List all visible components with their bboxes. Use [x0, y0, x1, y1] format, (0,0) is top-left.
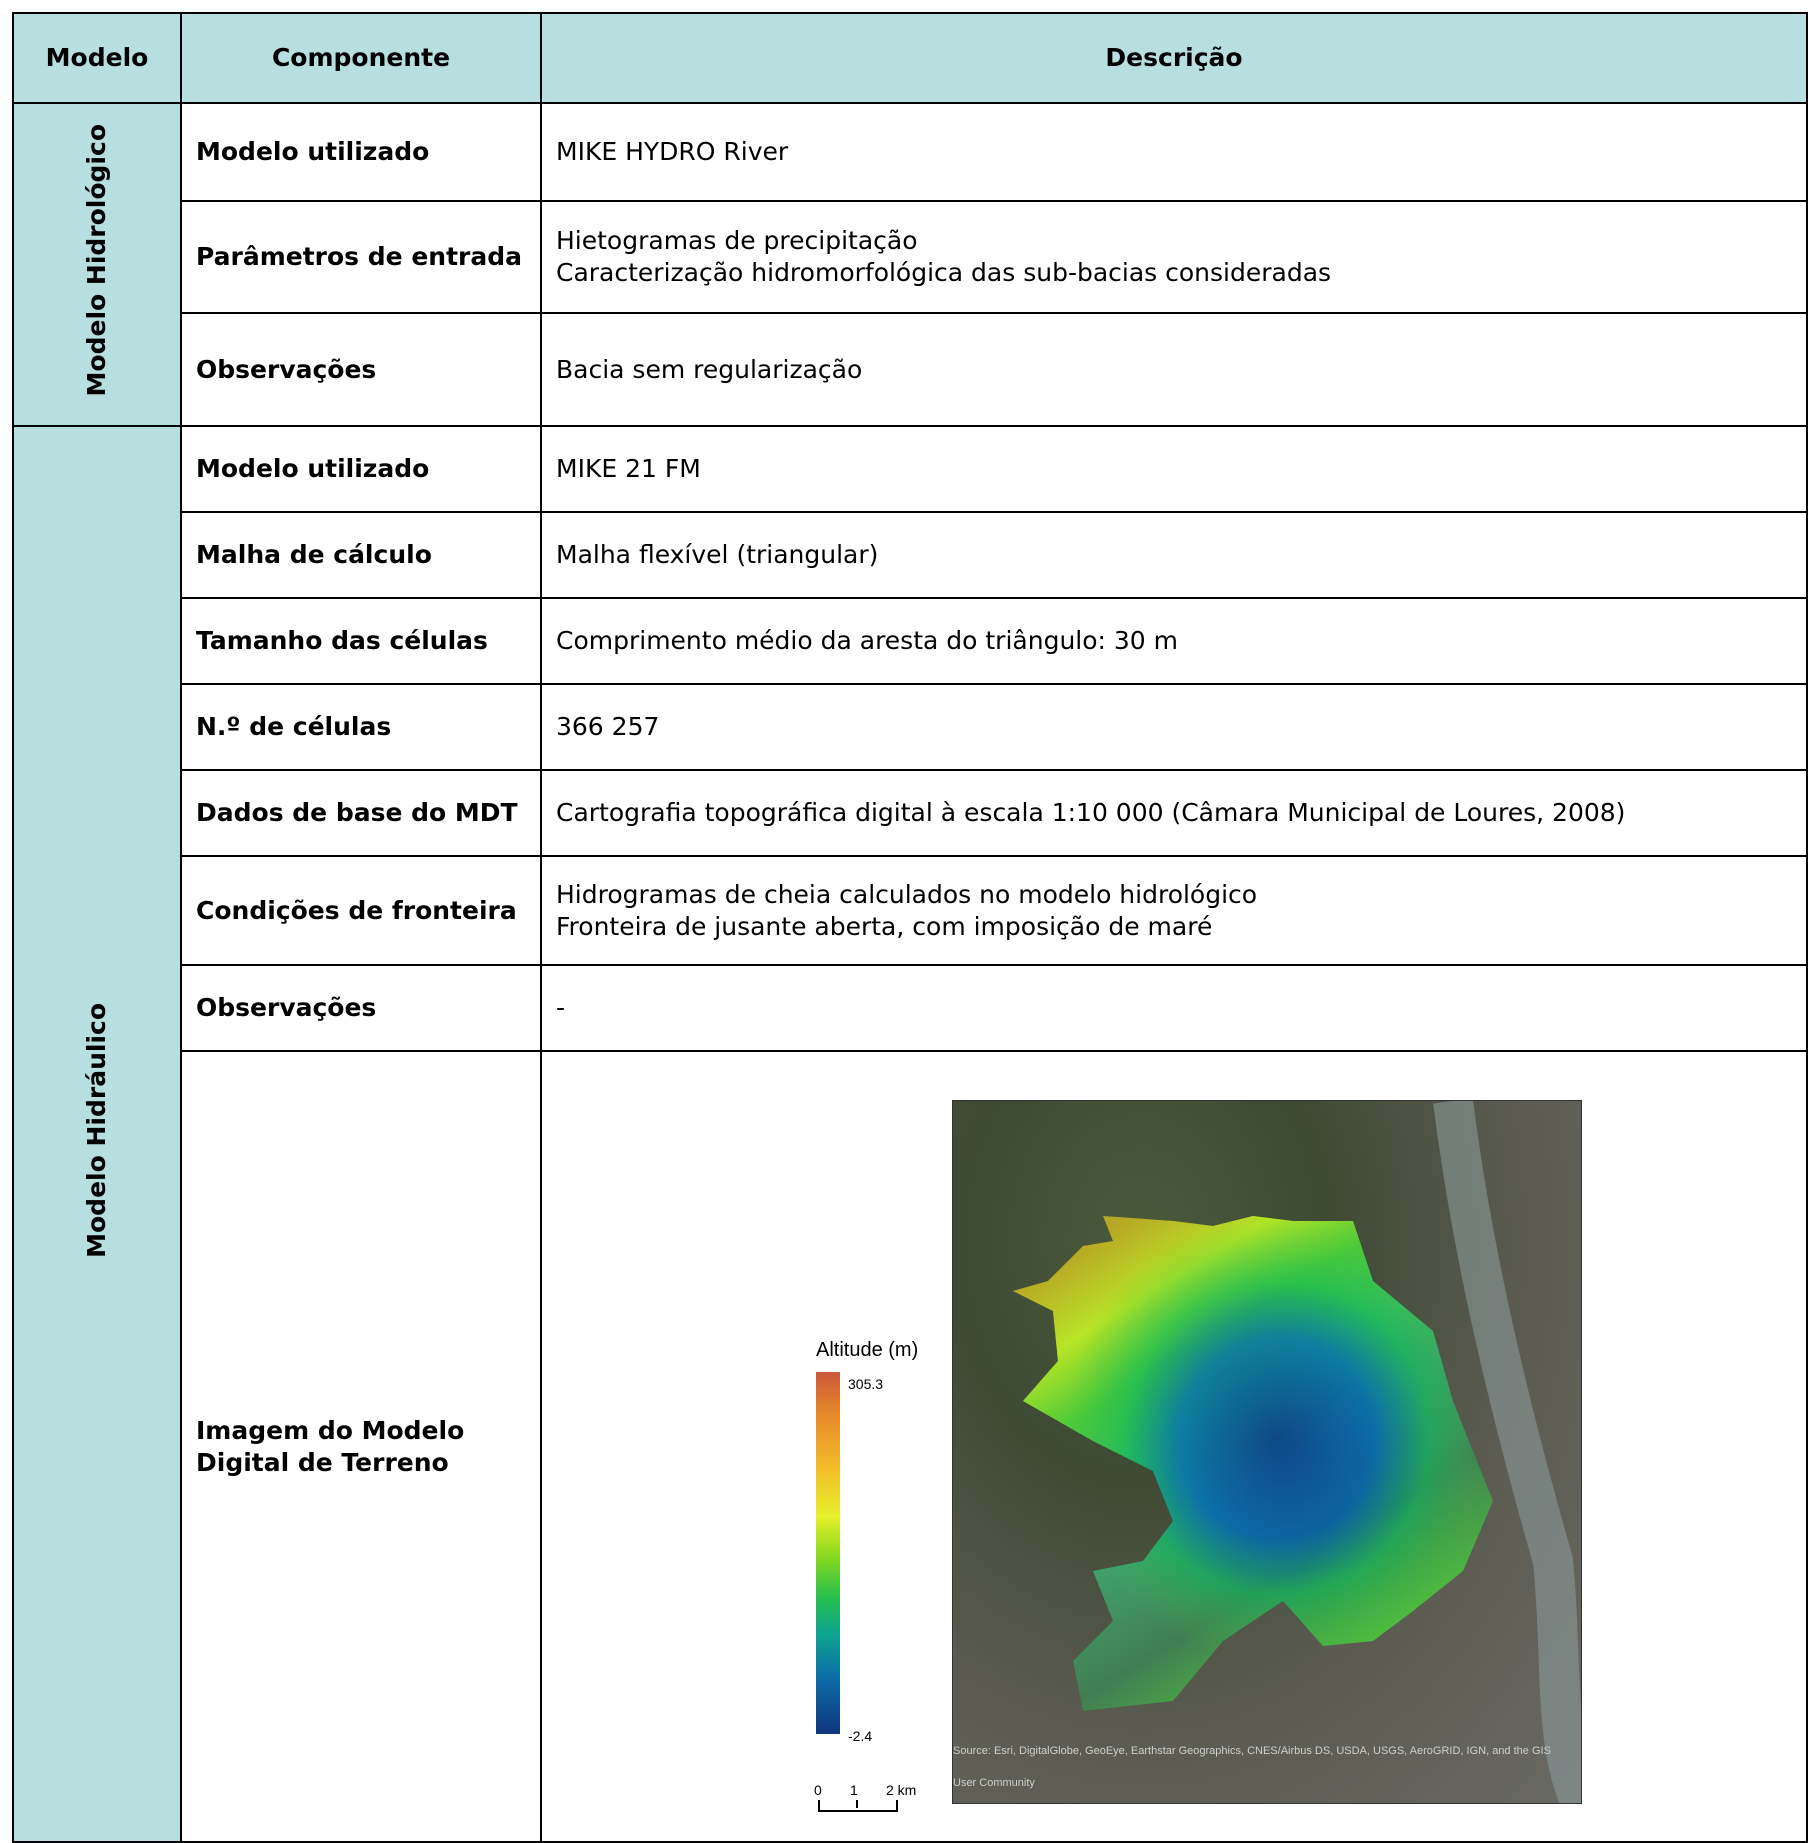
map-attribution: Source: Esri, DigitalGlobe, GeoEye, Eart… [953, 1745, 1551, 1789]
table-row: Condições de fronteira Hidrogramas de ch… [13, 855, 1808, 966]
description-line: MIKE 21 FM [556, 454, 701, 483]
table-row: Parâmetros de entrada Hietogramas de pre… [13, 200, 1808, 314]
description-line: - [556, 993, 566, 1022]
scale-mid-tick [856, 1800, 858, 1808]
model-table: Modelo Componente Descrição Modelo Hidro… [12, 12, 1808, 1843]
header-model: Modelo [12, 12, 182, 104]
description-line: Bacia sem regularização [556, 354, 863, 384]
scale-label: 0 [814, 1782, 822, 1798]
table-row: Tamanho das células Comprimento médio da… [13, 597, 1808, 685]
header-description: Descrição [540, 12, 1808, 104]
component-cell: N.º de células [180, 683, 542, 771]
component-cell: Imagem do Modelo Digital de Terreno [180, 1050, 542, 1843]
description-cell: 366 257 [540, 683, 1808, 771]
table-row: N.º de células 366 257 [13, 683, 1808, 771]
model-hydraulic-label: Modelo Hidráulico [82, 1002, 111, 1258]
scale-label: 2 km [886, 1782, 917, 1798]
description-cell: Hietogramas de precipitação Caracterizaç… [540, 200, 1808, 314]
description-cell: - [540, 964, 1808, 1052]
scale-bar: 0 1 2 km [814, 1774, 954, 1824]
component-cell: Observações [180, 312, 542, 427]
model-hydrologic-cell: Modelo Hidrológico [12, 102, 182, 427]
description-cell: Cartografia topográfica digital à escala… [540, 769, 1808, 857]
component-cell: Observações [180, 964, 542, 1052]
description-cell: Comprimento médio da aresta do triângulo… [540, 597, 1808, 685]
legend-title: Altitude (m) [816, 1339, 919, 1361]
header-component: Componente [180, 12, 542, 104]
component-cell: Malha de cálculo [180, 511, 542, 599]
dtm-figure: N Altitude (m) 305.3 -2.4 0 1 [556, 1052, 1792, 1841]
scale-label: 1 [850, 1782, 858, 1798]
description-cell: Hidrogramas de cheia calculados no model… [540, 855, 1808, 966]
description-cell: MIKE HYDRO River [540, 102, 1808, 202]
description-line: Comprimento médio da aresta do triângulo… [556, 626, 1179, 655]
legend-max: 305.3 [848, 1376, 884, 1392]
description-cell: Malha flexível (triangular) [540, 511, 1808, 599]
description-line: Hidrogramas de cheia calculados no model… [556, 879, 1258, 909]
description-line: Fronteira de jusante aberta, com imposiç… [556, 911, 1213, 941]
legend-min: -2.4 [848, 1728, 873, 1744]
component-cell: Parâmetros de entrada [180, 200, 542, 314]
description-cell: MIKE 21 FM [540, 425, 1808, 513]
dtm-raster [1013, 1101, 1581, 1803]
description-line: 366 257 [556, 712, 660, 741]
model-hydraulic-cell: Modelo Hidráulico [12, 425, 182, 1843]
component-cell: Tamanho das células [180, 597, 542, 685]
estuary-shape [1433, 1101, 1581, 1803]
table-row: Observações - [13, 964, 1808, 1052]
component-cell: Dados de base do MDT [180, 769, 542, 857]
dtm-basin-shape [1013, 1216, 1493, 1711]
table-row: Modelo Hidrológico Modelo utilizado MIKE… [12, 102, 1808, 427]
table-row: Dados de base do MDT Cartografia topográ… [13, 769, 1808, 857]
component-cell: Modelo utilizado [180, 425, 542, 513]
table-row: Modelo Hidráulico Modelo utilizado MIKE … [12, 425, 1808, 1843]
description-line: Caracterização hidromorfológica das sub-… [556, 258, 1332, 287]
description-line: Cartografia topográfica digital à escala… [556, 798, 1626, 827]
description-line: MIKE HYDRO River [556, 137, 789, 166]
description-line: Malha flexível (triangular) [556, 540, 879, 569]
table-row: Malha de cálculo Malha flexível (triangu… [13, 511, 1808, 599]
component-cell: Modelo utilizado [180, 102, 542, 202]
legend-color-ramp [816, 1372, 840, 1734]
dtm-map-image: Source: Esri, DigitalGlobe, GeoEye, Eart… [952, 1100, 1582, 1804]
table-row: Imagem do Modelo Digital de Terreno N Al… [13, 1050, 1808, 1843]
model-hydrologic-label: Modelo Hidrológico [82, 124, 111, 397]
dtm-image-cell: N Altitude (m) 305.3 -2.4 0 1 [540, 1050, 1808, 1843]
scale-line [818, 1800, 898, 1812]
component-cell: Condições de fronteira [180, 855, 542, 966]
description-cell: Bacia sem regularização [540, 312, 1808, 427]
header-row: Modelo Componente Descrição [12, 12, 1808, 104]
altitude-legend: Altitude (m) 305.3 -2.4 [816, 1334, 956, 1834]
description-line: Hietogramas de precipitação [556, 226, 918, 255]
table-row: Observações Bacia sem regularização [13, 312, 1808, 427]
